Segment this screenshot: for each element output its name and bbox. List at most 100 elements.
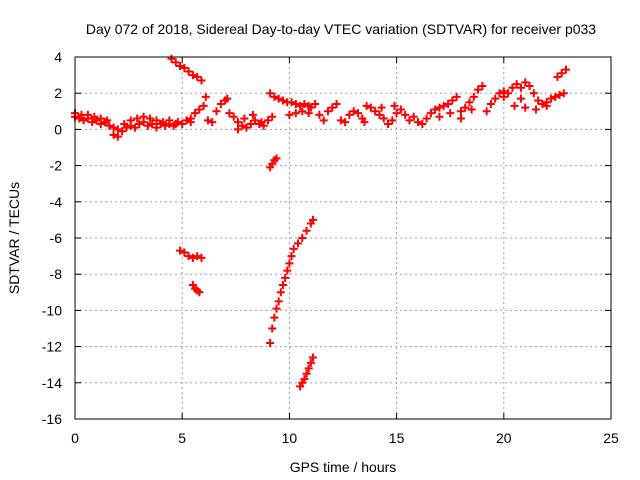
- data-point: [516, 83, 525, 92]
- data-points: [71, 54, 570, 391]
- data-point: [113, 125, 122, 134]
- data-point: [109, 130, 118, 139]
- data-point: [263, 116, 272, 125]
- data-point: [133, 114, 142, 123]
- data-point: [278, 281, 287, 290]
- data-point: [388, 116, 397, 125]
- data-point: [165, 116, 174, 125]
- data-point: [139, 112, 148, 121]
- data-point: [298, 107, 307, 116]
- x-tick-label: 15: [389, 430, 405, 446]
- data-point: [308, 353, 317, 362]
- data-point: [182, 116, 191, 125]
- data-point: [377, 103, 386, 112]
- series-descending-4-6: [167, 54, 210, 101]
- data-point: [405, 116, 414, 125]
- series-main-band-a: [71, 112, 195, 136]
- y-tick-label: -12: [42, 339, 62, 355]
- x-tick-label: 25: [603, 430, 619, 446]
- data-point: [504, 89, 513, 98]
- data-point: [516, 94, 525, 103]
- data-point: [300, 375, 309, 384]
- data-point: [444, 100, 453, 109]
- data-point: [302, 369, 311, 378]
- y-tick-label: -8: [50, 266, 63, 282]
- data-point: [435, 112, 444, 121]
- series-steep-9-11: [266, 215, 317, 347]
- data-point: [83, 110, 92, 119]
- data-point: [392, 109, 401, 118]
- data-point: [531, 105, 540, 114]
- data-point: [542, 101, 551, 110]
- data-point: [529, 89, 538, 98]
- data-point: [482, 107, 491, 116]
- data-point: [414, 118, 423, 127]
- data-point: [233, 118, 242, 127]
- data-point: [396, 105, 405, 114]
- series-dip-9: [266, 154, 281, 172]
- data-point: [146, 114, 155, 123]
- data-point: [152, 123, 161, 132]
- data-point: [521, 78, 530, 87]
- data-point: [208, 118, 217, 127]
- data-point: [553, 72, 562, 81]
- data-point: [296, 101, 305, 110]
- data-point: [375, 110, 384, 119]
- data-point: [131, 123, 140, 132]
- data-point: [197, 76, 206, 85]
- y-tick-label: -4: [50, 194, 63, 210]
- data-point: [285, 259, 294, 268]
- grid-lines: [75, 57, 611, 419]
- series-steep-10-11-low: [296, 353, 317, 391]
- data-point: [345, 110, 354, 119]
- data-point: [291, 100, 300, 109]
- data-point: [257, 118, 266, 127]
- data-point: [287, 98, 296, 107]
- data-point: [304, 109, 313, 118]
- data-point: [184, 67, 193, 76]
- data-point: [390, 101, 399, 110]
- data-point: [276, 288, 285, 297]
- series-cluster-minus7: [176, 246, 206, 297]
- data-point: [88, 118, 97, 127]
- data-point: [291, 109, 300, 118]
- data-point: [266, 89, 275, 98]
- data-point: [171, 58, 180, 67]
- data-point: [158, 118, 167, 127]
- x-tick-labels: 0 5 10 15 20 25: [71, 430, 619, 446]
- data-point: [143, 121, 152, 130]
- data-point: [349, 107, 358, 116]
- data-point: [238, 121, 247, 130]
- data-point: [456, 107, 465, 116]
- data-point: [308, 215, 317, 224]
- data-point: [521, 103, 530, 112]
- series-segment-5-6: [186, 94, 232, 127]
- data-point: [109, 123, 118, 132]
- data-point: [456, 114, 465, 123]
- data-point: [176, 246, 185, 255]
- data-point: [293, 239, 302, 248]
- data-point: [332, 100, 341, 109]
- data-point: [469, 92, 478, 101]
- chart-title: Day 072 of 2018, Sidereal Day-to-day VTE…: [86, 21, 596, 37]
- data-point: [195, 288, 204, 297]
- series-segment-9-11: [266, 89, 313, 119]
- series-segment-19-23: [482, 65, 570, 116]
- data-point: [242, 123, 251, 132]
- data-point: [304, 364, 313, 373]
- data-point: [201, 92, 210, 101]
- data-point: [148, 119, 157, 128]
- y-tick-label: 0: [54, 121, 62, 137]
- x-tick-label: 5: [178, 430, 186, 446]
- data-point: [315, 110, 324, 119]
- data-point: [188, 253, 197, 262]
- data-point: [311, 100, 320, 109]
- data-point: [465, 98, 474, 107]
- data-point: [272, 154, 281, 163]
- data-point: [266, 338, 275, 347]
- data-point: [135, 119, 144, 128]
- data-point: [302, 226, 311, 235]
- data-point: [240, 114, 249, 123]
- data-point: [283, 266, 292, 275]
